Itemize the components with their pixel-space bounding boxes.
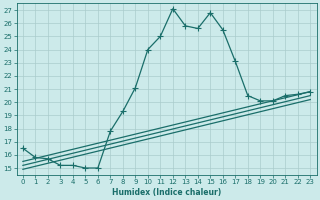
X-axis label: Humidex (Indice chaleur): Humidex (Indice chaleur): [112, 188, 221, 197]
